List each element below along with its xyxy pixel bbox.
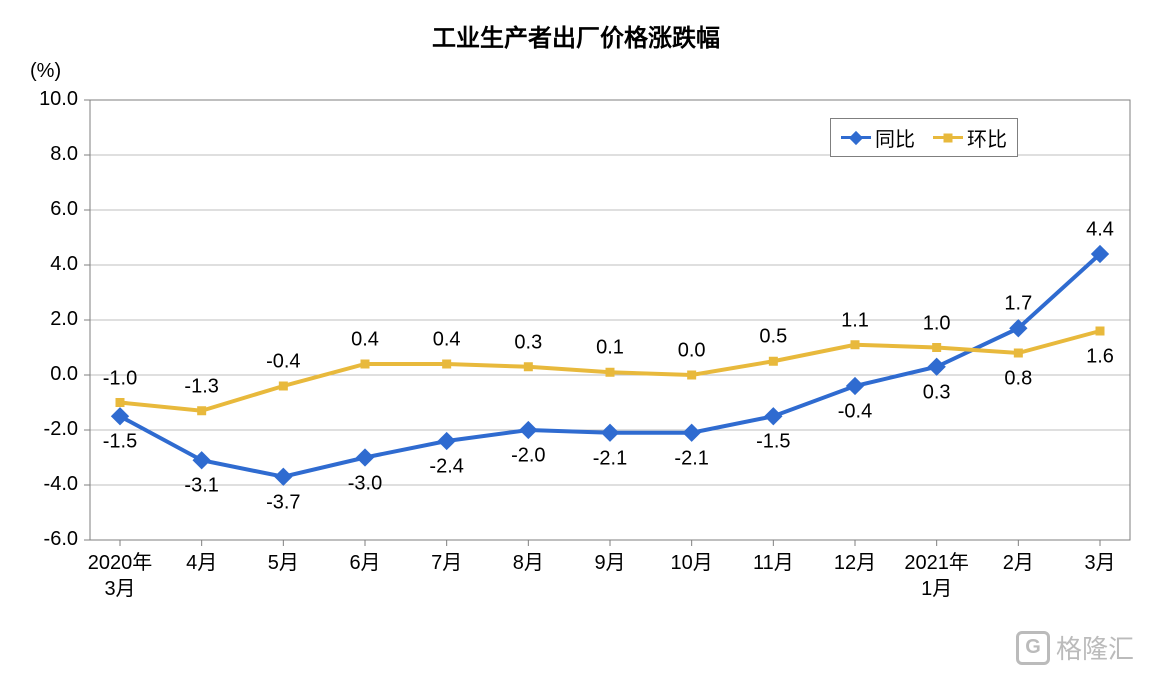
data-label: -3.1 (184, 475, 218, 498)
data-label: 4.4 (1086, 219, 1114, 242)
legend: 同比 环比 (830, 118, 1018, 157)
x-tick-label: 2月 (1003, 550, 1034, 576)
legend-item: 同比 (841, 123, 915, 152)
x-tick-label: 2020年 3月 (88, 550, 153, 602)
data-label: 0.5 (759, 326, 787, 349)
y-tick-label: 8.0 (50, 143, 78, 166)
y-tick-label: -6.0 (44, 528, 78, 551)
watermark: G 格隆汇 (1016, 629, 1134, 666)
watermark-icon: G (1016, 631, 1050, 665)
x-tick-label: 6月 (349, 550, 380, 576)
y-tick-label: 4.0 (50, 253, 78, 276)
x-tick-label: 3月 (1084, 550, 1115, 576)
data-label: -2.1 (674, 447, 708, 470)
x-tick-label: 12月 (834, 550, 876, 576)
y-tick-label: -2.0 (44, 418, 78, 441)
data-label: -1.5 (756, 431, 790, 454)
data-label: -1.0 (103, 367, 137, 390)
x-tick-label: 7月 (431, 550, 462, 576)
data-label: -3.7 (266, 491, 300, 514)
data-label: 0.4 (433, 329, 461, 352)
data-label: 0.3 (923, 381, 951, 404)
data-label: 0.3 (514, 331, 542, 354)
data-label: -1.5 (103, 431, 137, 454)
y-tick-label: 6.0 (50, 198, 78, 221)
data-label: 1.0 (923, 312, 951, 335)
y-tick-label: 0.0 (50, 363, 78, 386)
x-tick-label: 11月 (753, 550, 794, 576)
data-label: 1.6 (1086, 346, 1114, 369)
data-label: 1.7 (1004, 293, 1032, 316)
chart-container: 工业生产者出厂价格涨跌幅 (%) -6.0-4.0-2.00.02.04.06.… (0, 0, 1152, 676)
legend-item: 环比 (933, 123, 1007, 152)
data-label: -0.4 (838, 401, 872, 424)
data-label: 0.1 (596, 337, 624, 360)
data-label: -0.4 (266, 351, 300, 374)
x-tick-label: 4月 (186, 550, 217, 576)
data-label: 0.8 (1004, 368, 1032, 391)
data-label: -2.4 (429, 456, 463, 479)
x-tick-label: 8月 (513, 550, 544, 576)
data-label: -3.0 (348, 472, 382, 495)
chart-lines (0, 0, 1152, 676)
data-label: -1.3 (184, 375, 218, 398)
legend-label: 环比 (967, 123, 1007, 152)
data-label: 0.4 (351, 329, 379, 352)
x-tick-label: 2021年 1月 (904, 550, 969, 602)
data-label: 0.0 (678, 340, 706, 363)
x-tick-label: 10月 (671, 550, 713, 576)
data-label: -2.0 (511, 445, 545, 468)
x-tick-label: 5月 (268, 550, 299, 576)
y-tick-label: 10.0 (39, 88, 78, 111)
data-label: -2.1 (593, 447, 627, 470)
y-tick-label: 2.0 (50, 308, 78, 331)
x-tick-label: 9月 (594, 550, 625, 576)
watermark-text: 格隆汇 (1056, 629, 1134, 666)
data-label: 1.1 (841, 309, 869, 332)
y-tick-label: -4.0 (44, 473, 78, 496)
legend-label: 同比 (875, 123, 915, 152)
